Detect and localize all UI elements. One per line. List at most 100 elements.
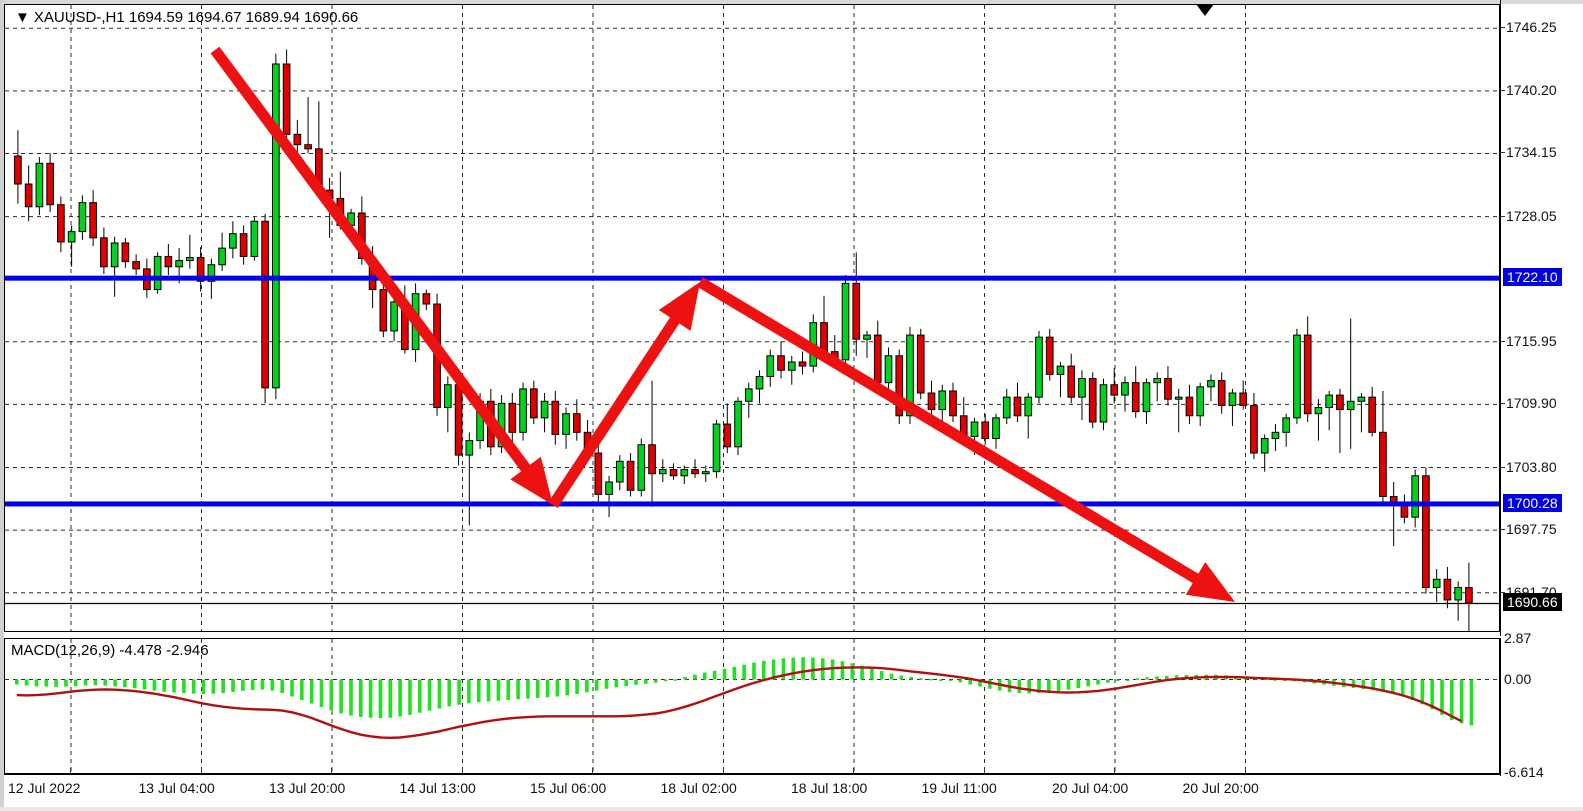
macd-indicator-panel[interactable]: MACD(12,26,9) -4.478 -2.946 <box>4 638 1500 774</box>
macd-histogram-bar <box>123 679 127 688</box>
candle-body <box>89 202 97 239</box>
macd-histogram-bar <box>1047 679 1051 693</box>
macd-histogram-bar <box>860 665 864 680</box>
macd-histogram-bar <box>1361 679 1366 690</box>
macd-histogram-bar <box>811 657 815 680</box>
candle-body <box>100 237 108 268</box>
macd-histogram-bar <box>732 666 737 680</box>
macd-histogram-bar <box>329 679 334 711</box>
candle-body <box>1121 382 1129 396</box>
macd-axis-tick-label: -6.614 <box>1504 764 1544 780</box>
candle-body <box>1013 396 1022 417</box>
price-plot-area[interactable] <box>5 5 1499 631</box>
candle-body <box>540 400 549 419</box>
support-resistance-line <box>5 501 1499 507</box>
macd-histogram-bar <box>1273 679 1277 681</box>
macd-histogram-bar <box>467 679 471 704</box>
macd-histogram-bar <box>496 679 501 701</box>
time-axis[interactable]: 12 Jul 2022 13 Jul 04:00 13 Jul 20:00 14 Ju… <box>4 768 1500 811</box>
candle-body <box>1110 384 1119 396</box>
candle-body <box>67 231 76 243</box>
macd-histogram-bar <box>211 679 216 694</box>
macd-histogram-bar <box>260 679 265 690</box>
candle-body <box>358 212 366 260</box>
candle-body <box>1314 407 1323 415</box>
last-price-label: 1690.66 <box>1503 593 1562 612</box>
price-axis-tick <box>1500 215 1505 217</box>
macd-histogram-bar <box>398 679 402 717</box>
candle-body <box>992 417 1000 440</box>
macd-histogram-bar <box>1017 679 1022 693</box>
macd-histogram-bar <box>83 679 88 686</box>
price-axis-tick-label: 1703.80 <box>1506 458 1557 475</box>
macd-histogram-bar <box>781 658 786 680</box>
macd-axis[interactable]: 2.87 0.00 -6.614 <box>1500 630 1583 780</box>
candle-body <box>529 388 538 419</box>
candle-body <box>261 220 269 389</box>
macd-histogram-bar <box>1450 679 1454 720</box>
price-chart-svg <box>5 5 1499 631</box>
candle-body <box>1336 394 1344 411</box>
candle-body <box>916 334 925 394</box>
candle-body <box>863 334 871 340</box>
time-axis-rule <box>4 774 1500 775</box>
macd-histogram-bar <box>988 679 992 689</box>
candle-body <box>1443 578 1452 601</box>
price-axis-rule <box>1500 0 1501 636</box>
macd-histogram-bar <box>948 679 953 682</box>
price-axis-tick-label: 1715.95 <box>1506 332 1557 349</box>
candle-body <box>175 260 183 268</box>
candle-body <box>196 256 205 282</box>
candle-body <box>519 388 527 433</box>
candle-body <box>755 375 764 390</box>
candle-body <box>1411 475 1419 518</box>
candle-body <box>1142 382 1151 413</box>
macd-plot-area[interactable] <box>5 639 1499 773</box>
candle-body <box>1293 334 1301 419</box>
candle-body <box>1400 504 1409 518</box>
price-axis[interactable]: 1746.25 1740.20 1734.15 1728.05 1715.95 1709.… <box>1500 0 1583 636</box>
candle-body <box>401 301 409 351</box>
macd-histogram-bar <box>545 679 550 698</box>
candle-body <box>852 282 861 340</box>
macd-histogram-bar <box>879 671 884 680</box>
candle-body <box>1432 578 1441 589</box>
price-chart-panel[interactable]: ▼ XAUUSD-,H1 1694.59 1694.67 1689.94 1690… <box>4 4 1500 632</box>
macd-histogram-bar <box>1459 679 1464 724</box>
macd-histogram-bar <box>1056 679 1061 692</box>
macd-histogram-bar <box>624 679 628 687</box>
window-bottom-strip <box>0 807 1583 811</box>
candle-body <box>186 256 194 262</box>
candle-body <box>239 233 248 257</box>
price-axis-tick-label: 1746.25 <box>1506 19 1557 36</box>
candle-body <box>422 293 431 305</box>
macd-histogram-bar <box>614 679 619 688</box>
macd-axis-tick-label: 2.87 <box>1504 630 1532 646</box>
candle-body <box>1346 400 1355 411</box>
macd-histogram-bar <box>1086 679 1090 687</box>
candle-body <box>1357 396 1366 402</box>
candle-body <box>218 247 226 266</box>
macd-histogram-bar <box>1410 679 1415 701</box>
price-axis-tick <box>1500 403 1505 405</box>
macd-histogram-bar <box>280 679 284 693</box>
time-axis-tick <box>1244 768 1246 774</box>
macd-histogram-bar <box>673 679 678 681</box>
macd-histogram-bar <box>152 679 157 691</box>
candle-body <box>777 355 785 371</box>
time-axis-label: 19 Jul 11:00 <box>921 780 997 796</box>
macd-histogram-bar <box>221 679 226 693</box>
macd-histogram-bar <box>1174 675 1179 680</box>
price-axis-tick-label: 1740.20 <box>1506 81 1557 98</box>
candle-body <box>1056 365 1065 375</box>
triangle-down-icon[interactable]: ▼ <box>15 9 30 26</box>
macd-histogram-bar <box>516 679 520 700</box>
candle-body <box>895 355 904 417</box>
price-level-label: 1722.10 <box>1503 268 1562 287</box>
candle-body <box>626 460 635 491</box>
time-axis-label: 12 Jul 2022 <box>8 780 81 796</box>
price-axis-tick <box>1500 27 1505 29</box>
macd-histogram-bar <box>368 679 373 718</box>
candle-body <box>1422 475 1430 589</box>
candle-body <box>1228 392 1237 406</box>
